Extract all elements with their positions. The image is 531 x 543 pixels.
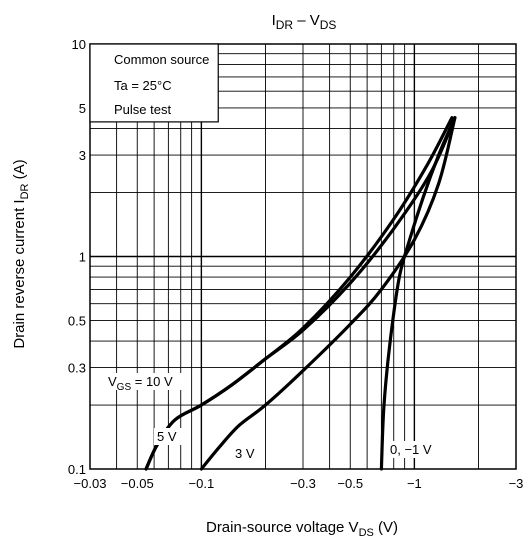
series-label-bg-vgs-10 xyxy=(105,373,185,390)
series-label-vgs-10: VGS = 10 V xyxy=(108,374,173,393)
curve-vgs-0-minus1v xyxy=(379,116,457,471)
series-label-3v: 3 V xyxy=(235,446,255,461)
series-label-5v: 5 V xyxy=(157,429,177,444)
x-tick-labels: −0.03 −0.05 −0.1 −0.3 −0.5 −1 −3 xyxy=(74,476,524,491)
curve-vgs-5v xyxy=(144,116,454,471)
y-axis-label-sub: DR xyxy=(19,183,31,199)
y-axis-label-text: Drain reverse current I xyxy=(11,199,28,348)
chart-title-base: I xyxy=(272,12,276,29)
y-tick-label: 0.3 xyxy=(68,361,86,376)
series-label-vgs-rest: = 10 V xyxy=(131,374,173,389)
plot-frame xyxy=(89,43,517,470)
y-tick-label: 10 xyxy=(72,37,86,52)
y-tick-label: 1 xyxy=(79,250,86,265)
y-axis-label: Drain reverse current IDR (A) xyxy=(11,159,31,348)
conditions-box-frame xyxy=(89,43,219,123)
conditions-box: Common source Ta = 25°C Pulse test xyxy=(89,43,219,123)
y-tick-labels: 0.1 0.3 0.5 1 3 5 10 xyxy=(68,37,86,477)
x-tick-label: −0.3 xyxy=(290,476,316,491)
x-axis-label: Drain-source voltage VDS (V) xyxy=(206,519,398,539)
series-label-vgs-sub: GS xyxy=(117,382,132,393)
chart-title-sub2: DS xyxy=(320,18,337,32)
y-tick-label: 5 xyxy=(79,101,86,116)
x-tick-label: −0.03 xyxy=(74,476,107,491)
condition-temperature: Ta = 25°C xyxy=(114,78,172,93)
chart-title-sub: DR xyxy=(276,18,294,32)
series-curves xyxy=(144,116,457,471)
series-label-0-minus1v: 0, −1 V xyxy=(390,442,432,457)
x-axis-label-sub: DS xyxy=(359,527,374,539)
x-axis-label-unit: (V) xyxy=(374,519,398,536)
curve-vgs-10v xyxy=(144,116,457,471)
y-axis-label-unit: (A) xyxy=(11,159,28,183)
curve-vgs-3v xyxy=(199,116,457,471)
x-tick-label: −0.1 xyxy=(189,476,215,491)
series-label-bg-3v xyxy=(232,445,260,462)
x-tick-label: −3 xyxy=(509,476,524,491)
x-tick-label: −1 xyxy=(407,476,422,491)
x-tick-label: −0.05 xyxy=(121,476,154,491)
condition-common-source: Common source xyxy=(114,52,209,67)
chart-title: IDR – VDS xyxy=(272,12,337,32)
y-tick-label: 0.5 xyxy=(68,313,86,328)
x-axis-label-text: Drain-source voltage V xyxy=(206,519,359,536)
series-label-bg-5v xyxy=(154,428,182,445)
condition-pulse-test: Pulse test xyxy=(114,102,171,117)
series-label-vgs-base: V xyxy=(108,374,117,389)
y-tick-label: 3 xyxy=(79,148,86,163)
y-tick-label: 0.1 xyxy=(68,462,86,477)
chart-title-mid: – V xyxy=(293,12,320,29)
series-label-bg-0v xyxy=(387,441,437,458)
x-tick-label: −0.5 xyxy=(337,476,363,491)
